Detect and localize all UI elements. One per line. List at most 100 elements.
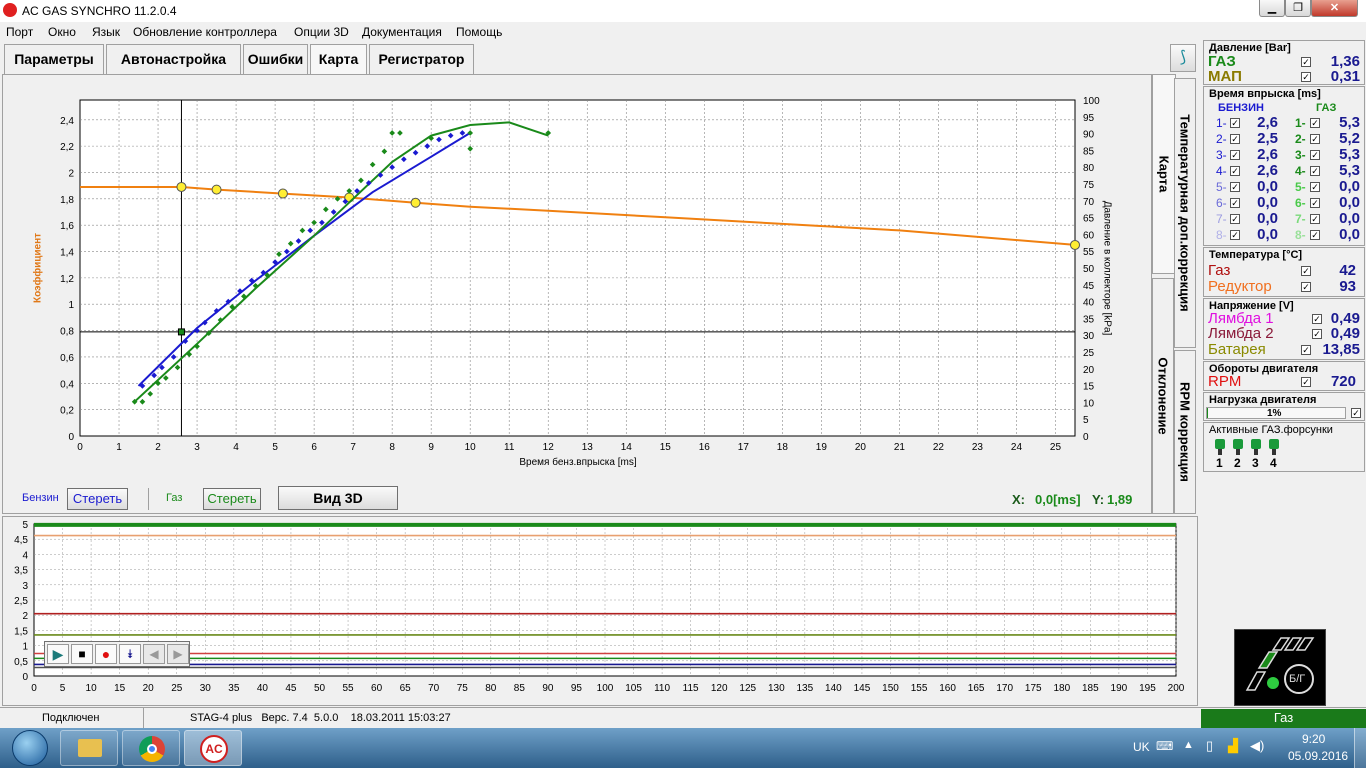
gas-injector-checkbox[interactable]: ✓ (1310, 166, 1320, 176)
gas-injector-checkbox[interactable]: ✓ (1310, 134, 1320, 144)
vtab-temperature-correction[interactable]: Температурная доп.коррекция (1174, 78, 1196, 348)
tab-parameters[interactable]: Параметры (4, 44, 104, 74)
petrol-injector-checkbox[interactable]: ✓ (1230, 118, 1240, 128)
prev-icon[interactable]: ◀ (143, 644, 165, 664)
vtab-rpm-correction[interactable]: RPM коррекция (1174, 350, 1196, 514)
stop-icon[interactable]: ■ (71, 644, 93, 664)
language-indicator[interactable]: UK (1133, 740, 1150, 754)
menu-options-3d[interactable]: Опции 3D (294, 25, 349, 39)
petrol-injector-checkbox[interactable]: ✓ (1230, 214, 1240, 224)
petrol-injector-number: 5- (1216, 180, 1227, 194)
petrol-points-marker (401, 156, 407, 163)
menu-update-controller[interactable]: Обновление контроллера (133, 25, 277, 39)
battery-checkbox[interactable]: ✓ (1301, 345, 1311, 355)
menu-window[interactable]: Окно (48, 25, 76, 39)
load-checkbox[interactable]: ✓ (1351, 408, 1361, 418)
gas-points-marker (229, 304, 236, 310)
map-y2-tick-label: 95 (1083, 113, 1095, 124)
petrol-points-marker (412, 149, 419, 156)
gas-injector-checkbox[interactable]: ✓ (1310, 230, 1320, 240)
injector-label: 2 (1234, 456, 1241, 470)
title-bar: AC GAS SYNCHRO 11.2.0.4 ▁ ❐ ✕ (0, 0, 1366, 22)
temperature-reducer-checkbox[interactable]: ✓ (1301, 282, 1311, 292)
injection-row: 1- ✓ 2,6 1- ✓ 5,3 (1204, 114, 1364, 131)
petrol-injector-checkbox[interactable]: ✓ (1230, 230, 1240, 240)
rpm-checkbox[interactable]: ✓ (1301, 377, 1311, 387)
tray-arrow-icon[interactable]: ▲ (1183, 739, 1194, 751)
close-button[interactable]: ✕ (1311, 0, 1358, 17)
view-3d-button[interactable]: Вид 3D (278, 486, 398, 510)
start-icon[interactable] (12, 730, 48, 766)
volume-icon[interactable]: ◀) (1250, 738, 1265, 753)
petrol-injector-checkbox[interactable]: ✓ (1230, 182, 1240, 192)
petrol-injector-checkbox[interactable]: ✓ (1230, 198, 1240, 208)
play-icon[interactable]: ▶ (47, 644, 69, 664)
maximize-button[interactable]: ❐ (1285, 0, 1311, 17)
download-icon[interactable]: ⯯ (119, 644, 141, 664)
petrol-points-marker (272, 259, 278, 265)
gas-injector-checkbox[interactable]: ✓ (1310, 198, 1320, 208)
map-y-tick-label: 1,6 (60, 221, 74, 232)
tab-autocalibration[interactable]: Автонастройка (106, 44, 241, 74)
show-desktop-button[interactable] (1354, 728, 1366, 768)
record-icon[interactable]: ● (95, 644, 117, 664)
load-bar: 1% (1206, 407, 1346, 419)
tab-errors[interactable]: Ошибки (243, 44, 308, 74)
keyboard-icon[interactable]: ⌨ (1156, 739, 1174, 753)
vtab-deviation[interactable]: Отклонение (1152, 278, 1174, 514)
minimize-button[interactable]: ▁ (1259, 0, 1285, 17)
petrol-injector-checkbox[interactable]: ✓ (1230, 166, 1240, 176)
pressure-map-checkbox[interactable]: ✓ (1301, 72, 1311, 82)
gas-points-marker (428, 135, 435, 142)
petrol-points-marker (377, 172, 384, 178)
menu-language[interactable]: Язык (92, 25, 121, 39)
pressure-map-value: 0,31 (1330, 68, 1360, 85)
menu-port[interactable]: Порт (6, 25, 34, 39)
lambda1-checkbox[interactable]: ✓ (1312, 314, 1322, 324)
gas-injector-checkbox[interactable]: ✓ (1310, 150, 1320, 160)
battery-tray-icon[interactable]: ▯ (1206, 738, 1214, 753)
taskbar: AC UK ⌨ ▲ ▯ ▟ ◀) 9:20 05.09.2016 (0, 728, 1366, 768)
chrome-icon[interactable] (122, 730, 180, 766)
map-y2-tick-label: 55 (1083, 247, 1095, 258)
menu-documentation[interactable]: Документация (362, 25, 442, 39)
tab-recorder[interactable]: Регистратор (369, 44, 474, 74)
next-icon[interactable]: ▶ (167, 644, 189, 664)
ac-gas-app-icon[interactable]: AC (184, 730, 242, 766)
clock-time[interactable]: 9:20 (1302, 732, 1326, 746)
erase-gas-button[interactable]: Стереть (203, 488, 261, 510)
injection-box: Время впрыска [ms] БЕНЗИН ГАЗ 1- ✓ 2,6 1… (1203, 86, 1365, 246)
gas-injector-checkbox[interactable]: ✓ (1310, 182, 1320, 192)
petrol-label: Бензин (22, 492, 59, 504)
map-y2-tick-label: 45 (1083, 281, 1095, 292)
gas-injector-checkbox[interactable]: ✓ (1310, 214, 1320, 224)
petrol-injector-checkbox[interactable]: ✓ (1230, 134, 1240, 144)
gas-points-marker (174, 364, 181, 371)
lambda2-checkbox[interactable]: ✓ (1312, 329, 1322, 339)
temperature-gas-checkbox[interactable]: ✓ (1301, 266, 1311, 276)
map-x-tick-label: 4 (233, 442, 239, 453)
recorder-x-tick-label: 190 (1111, 683, 1128, 694)
connection-icon[interactable]: ⟆ (1170, 44, 1196, 72)
coefficient-node (176, 181, 187, 192)
pressure-gas-checkbox[interactable]: ✓ (1301, 57, 1311, 67)
recorder-x-tick-label: 175 (1025, 683, 1042, 694)
menu-bar: Порт Окно Язык Обновление контроллера Оп… (0, 22, 1366, 41)
rpm-box: Обороты двигателя RPM ✓ 720 (1203, 361, 1365, 391)
clock-date[interactable]: 05.09.2016 (1288, 749, 1349, 763)
network-icon[interactable]: ▟ (1228, 738, 1238, 753)
tab-map[interactable]: Карта (310, 44, 367, 75)
recorder-x-tick-label: 0 (31, 683, 37, 694)
menu-help[interactable]: Помощь (456, 25, 503, 39)
petrol-points-marker (151, 372, 157, 379)
petrol-injector-checkbox[interactable]: ✓ (1230, 150, 1240, 160)
explorer-icon[interactable] (60, 730, 118, 766)
gas-points-marker (264, 272, 271, 279)
erase-petrol-button[interactable]: Стереть (67, 488, 128, 510)
gas-points-marker (311, 219, 317, 226)
injector-label: 1 (1216, 456, 1223, 470)
fuel-switch-panel[interactable]: Б/Г (1234, 629, 1326, 706)
gas-injector-checkbox[interactable]: ✓ (1310, 118, 1320, 128)
